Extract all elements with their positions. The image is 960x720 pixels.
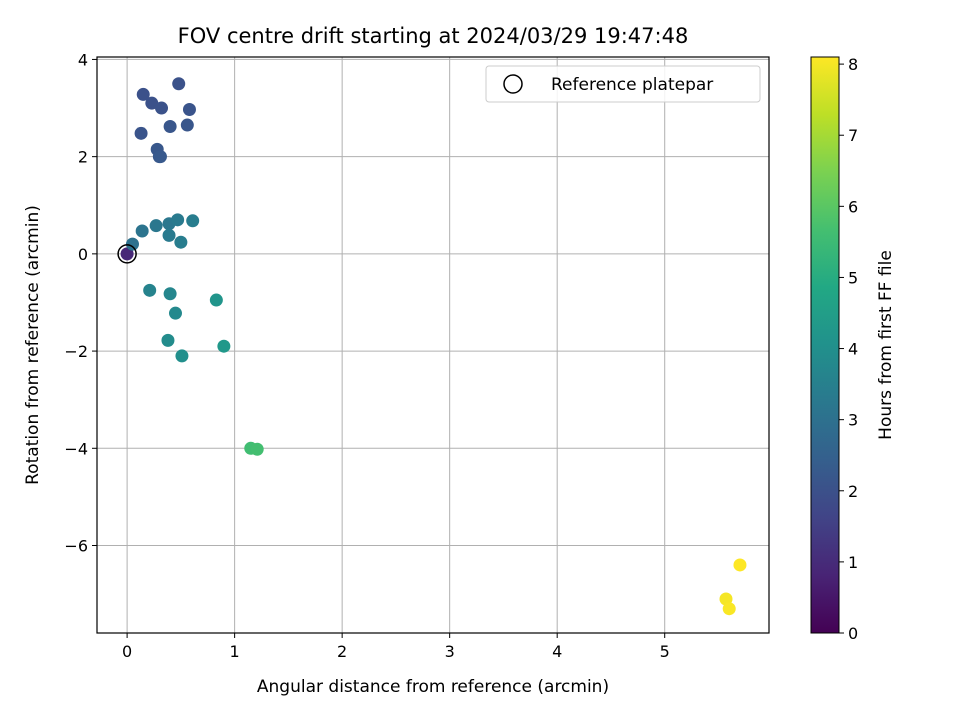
scatter-point <box>174 235 188 249</box>
scatter-point <box>171 213 185 227</box>
colorbar-tick-label: 1 <box>848 553 858 572</box>
x-axis-label: Angular distance from reference (arcmin) <box>257 677 609 697</box>
legend-entry-reference: Reference platepar <box>551 75 713 95</box>
x-tick-label: 1 <box>230 642 240 661</box>
grid <box>97 57 769 633</box>
x-tick-label: 5 <box>660 642 670 661</box>
reference-marker <box>117 244 137 264</box>
y-tick-label: 0 <box>78 245 88 264</box>
legend-marker <box>503 74 523 94</box>
x-tick-label: 2 <box>337 642 347 661</box>
colorbar-label: Hours from first FF file <box>876 250 896 440</box>
scatter-point <box>172 77 186 91</box>
scatter-point <box>155 101 169 115</box>
y-tick-label: −6 <box>64 537 88 556</box>
scatter-point <box>722 602 736 616</box>
scatter-point <box>733 558 747 572</box>
y-tick-label: −2 <box>64 342 88 361</box>
scatter-point <box>125 237 139 251</box>
scatter-point <box>209 293 223 307</box>
colorbar: 0 1 2 3 4 5 6 7 8 Hours from first FF file <box>810 55 896 643</box>
scatter-point <box>175 349 189 363</box>
scatter-point <box>217 339 231 353</box>
scatter-point <box>149 219 163 233</box>
scatter-point <box>186 214 200 228</box>
y-tick-label: 4 <box>78 50 88 69</box>
y-tick-label: 2 <box>78 148 88 167</box>
y-axis-label: Rotation from reference (arcmin) <box>23 205 43 485</box>
scatter-point <box>135 224 149 238</box>
colorbar-tick-label: 4 <box>848 340 858 359</box>
scatter-point <box>163 287 177 301</box>
scatter-points <box>120 77 747 616</box>
colorbar-gradient <box>810 56 840 634</box>
scatter-point <box>182 102 196 116</box>
colorbar-ticks: 0 1 2 3 4 5 6 7 8 <box>839 55 858 643</box>
x-axis-ticks: 0 1 2 3 4 5 <box>122 633 670 661</box>
plot-area: 0 1 2 3 4 5 −6 −4 −2 0 2 4 <box>64 50 770 661</box>
colorbar-tick-label: 2 <box>848 482 858 501</box>
colorbar-tick-label: 7 <box>848 126 858 145</box>
colorbar-tick-label: 8 <box>848 55 858 74</box>
scatter-point <box>168 306 182 320</box>
scatter-point <box>120 247 134 261</box>
scatter-point <box>134 126 148 140</box>
colorbar-tick-label: 0 <box>848 624 858 643</box>
scatter-point <box>180 118 194 132</box>
scatter-point <box>163 120 177 134</box>
legend-box <box>485 65 761 103</box>
scatter-point <box>143 283 157 297</box>
colorbar-tick-label: 3 <box>848 411 858 430</box>
x-tick-label: 0 <box>122 642 132 661</box>
scatter-point <box>145 96 159 110</box>
scatter-point <box>161 333 175 347</box>
legend: Reference platepar <box>485 65 761 103</box>
reference-layer <box>117 244 137 264</box>
y-axis-ticks: −6 −4 −2 0 2 4 <box>64 50 97 556</box>
scatter-point <box>153 150 167 164</box>
colorbar-tick-label: 6 <box>848 197 858 216</box>
scatter-point <box>136 87 150 101</box>
chart-title: FOV centre drift starting at 2024/03/29 … <box>178 24 689 48</box>
scatter-point <box>250 442 264 456</box>
colorbar-tick-label: 5 <box>848 268 858 287</box>
x-tick-label: 3 <box>445 642 455 661</box>
x-tick-label: 4 <box>552 642 562 661</box>
plot-background <box>97 57 769 633</box>
y-tick-label: −4 <box>64 439 88 458</box>
plot-frame <box>96 56 770 634</box>
scatter-point <box>162 228 176 242</box>
